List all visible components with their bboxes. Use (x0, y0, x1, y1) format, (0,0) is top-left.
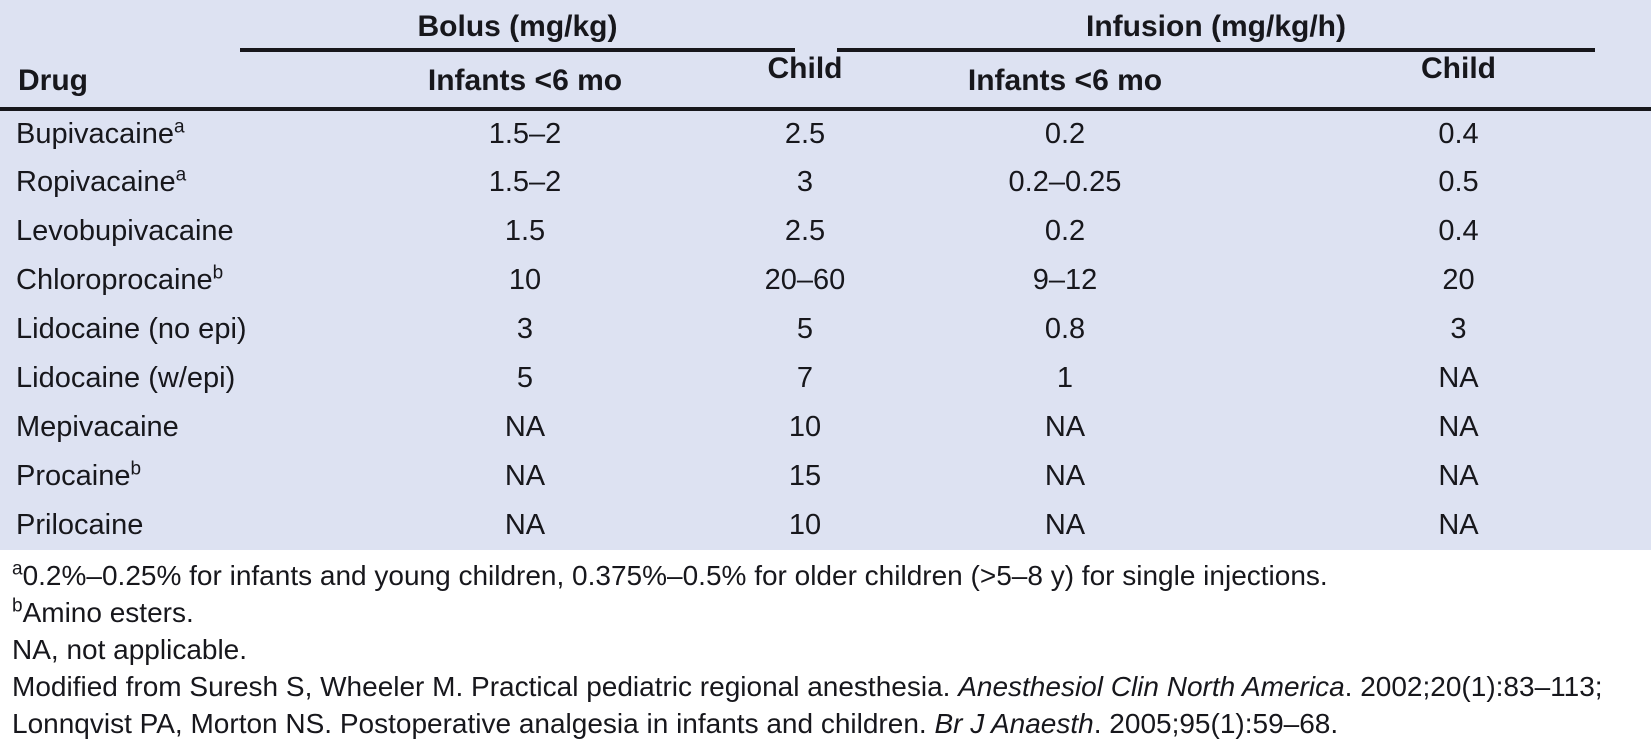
infusion-group-underline: Infusion (mg/kg/h) (837, 10, 1595, 52)
bolus-infants-value: NA (504, 509, 546, 541)
drug-name: Lidocaine (no epi) (16, 313, 247, 345)
drug-name-cell: Ropivacainea (0, 158, 360, 207)
reference-2-text: Lonnqvist PA, Morton NS. Postoperative a… (12, 708, 935, 739)
infusion-child-value: NA (1438, 411, 1479, 443)
table-row-mepivacaine: Mepivacaine NA 10 NA NA (0, 403, 1651, 452)
drug-name: Bupivacaine (16, 118, 174, 150)
footnote-b-text: Amino esters. (22, 597, 194, 628)
drug-name-cell: Mepivacaine (0, 403, 360, 452)
column-header-bolus-infants: Infants <6 mo (360, 52, 690, 111)
footnote-na-text: NA, not applicable. (12, 634, 248, 665)
group-header-row: Bolus (mg/kg) Infusion (mg/kg/h) (0, 0, 1651, 52)
infusion-child-value: NA (1438, 362, 1479, 394)
column-header-infusion-child: Child (1210, 52, 1651, 111)
infusion-infants-value: 1 (1056, 362, 1074, 394)
drug-name-cell: Prilocaine (0, 501, 360, 550)
bolus-child-value: 3 (796, 166, 814, 198)
bolus-child-value: 15 (788, 460, 822, 492)
drug-name: Prilocaine (16, 509, 144, 541)
footnote-a-text: 0.2%–0.25% for infants and young childre… (22, 560, 1328, 591)
source-reference-1: Modified from Suresh S, Wheeler M. Pract… (12, 668, 1651, 705)
infusion-infants-value: 0.2 (1044, 118, 1086, 150)
group-header-bolus: Bolus (mg/kg) (240, 0, 920, 52)
drug-name-cell: Bupivacainea (0, 109, 360, 158)
infusion-infants-value: 0.2 (1044, 215, 1086, 247)
column-header-drug: Drug (0, 52, 360, 111)
infusion-child-value: NA (1438, 509, 1479, 541)
bolus-infants-value: 1.5 (504, 215, 546, 247)
drug-name-cell: Lidocaine (no epi) (0, 305, 360, 354)
bolus-infants-value: NA (504, 460, 546, 492)
drug-name-cell: Levobupivacaine (0, 207, 360, 256)
footnote-na: NA, not applicable. (12, 631, 1651, 668)
table-row-levobupivacaine: Levobupivacaine 1.5 2.5 0.2 0.4 (0, 207, 1651, 256)
source-reference-2: Lonnqvist PA, Morton NS. Postoperative a… (12, 705, 1651, 742)
bolus-infants-value: 10 (508, 264, 542, 296)
drug-name: Mepivacaine (16, 411, 179, 443)
infusion-infants-value: 0.2–0.25 (1008, 166, 1122, 198)
bolus-child-value: 7 (796, 362, 814, 394)
footnote-marker: a (175, 164, 187, 186)
reference-1-text: Modified from Suresh S, Wheeler M. Pract… (12, 671, 959, 702)
infusion-group-label: Infusion (mg/kg/h) (1086, 10, 1346, 43)
drug-name: Levobupivacaine (16, 215, 234, 247)
column-header-infusion-infants: Infants <6 mo (920, 52, 1210, 111)
table-row-bupivacaine: Bupivacainea 1.5–2 2.5 0.2 0.4 (0, 109, 1651, 158)
bolus-child-value: 10 (788, 509, 822, 541)
drug-name: Procaine (16, 460, 131, 492)
infusion-child-value: NA (1438, 460, 1479, 492)
footnote-marker: b (130, 458, 142, 480)
footnotes: a0.2%–0.25% for infants and young childr… (0, 550, 1651, 742)
bolus-infants-value: 1.5–2 (488, 118, 562, 150)
table-row-procaine: Procaineb NA 15 NA NA (0, 452, 1651, 501)
table-row-lidocaine-no-epi: Lidocaine (no epi) 3 5 0.8 3 (0, 305, 1651, 354)
bolus-infants-value: NA (504, 411, 546, 443)
infusion-infants-value: 0.8 (1044, 313, 1086, 345)
footnote-a: a0.2%–0.25% for infants and young childr… (12, 557, 1651, 594)
infusion-child-value: 0.4 (1438, 215, 1479, 247)
bolus-group-underline: Bolus (mg/kg) (240, 10, 795, 52)
drug-name: Chloroprocaine (16, 264, 213, 296)
infusion-child-value: 0.4 (1438, 118, 1479, 150)
bolus-infants-value: 3 (516, 313, 534, 345)
table-row-prilocaine: Prilocaine NA 10 NA NA (0, 501, 1651, 550)
drug-dosing-table: Bolus (mg/kg) Infusion (mg/kg/h) Drug In… (0, 0, 1651, 550)
bolus-child-value: 5 (796, 313, 814, 345)
table-row-lidocaine-w-epi: Lidocaine (w/epi) 5 7 1 NA (0, 354, 1651, 403)
reference-1-journal: Anesthesiol Clin North America (958, 671, 1345, 702)
bolus-child-value: 2.5 (784, 118, 826, 150)
footnote-marker: b (212, 262, 224, 284)
drug-name-cell: Procaineb (0, 452, 360, 501)
column-header-row: Drug Infants <6 mo Child Infants <6 mo C… (0, 52, 1651, 111)
bolus-infants-value: 1.5–2 (488, 166, 562, 198)
column-header-bolus-child: Child (690, 52, 920, 111)
group-header-infusion: Infusion (mg/kg/h) (837, 0, 1651, 52)
infusion-infants-value: NA (1044, 460, 1086, 492)
footnote-a-marker: a (12, 558, 23, 580)
reference-1-citation: . 2002;20(1):83–113; (1344, 671, 1603, 702)
bolus-group-label: Bolus (mg/kg) (417, 10, 618, 43)
drug-name-cell: Chloroprocaineb (0, 256, 360, 305)
table-row-ropivacaine: Ropivacainea 1.5–2 3 0.2–0.25 0.5 (0, 158, 1651, 207)
reference-2-citation: . 2005;95(1):59–68. (1093, 708, 1339, 739)
footnote-marker: a (174, 116, 185, 138)
infusion-child-value: 0.5 (1438, 166, 1479, 198)
bolus-child-value: 10 (788, 411, 822, 443)
infusion-child-value: 20 (1442, 264, 1475, 296)
table-row-chloroprocaine: Chloroprocaineb 10 20–60 9–12 20 (0, 256, 1651, 305)
footnote-b-marker: b (12, 595, 23, 617)
bolus-child-value: 20–60 (764, 264, 846, 296)
infusion-child-value: 3 (1450, 313, 1467, 345)
infusion-infants-value: 9–12 (1032, 264, 1098, 296)
drug-name: Ropivacaine (16, 166, 176, 198)
infusion-infants-value: NA (1044, 509, 1086, 541)
drug-name: Lidocaine (w/epi) (16, 362, 236, 394)
reference-2-journal: Br J Anaesth (934, 708, 1094, 739)
bolus-infants-value: 5 (516, 362, 534, 394)
infusion-infants-value: NA (1044, 411, 1086, 443)
bolus-child-value: 2.5 (784, 215, 826, 247)
drug-name-cell: Lidocaine (w/epi) (0, 354, 360, 403)
footnote-b: bAmino esters. (12, 594, 1651, 631)
